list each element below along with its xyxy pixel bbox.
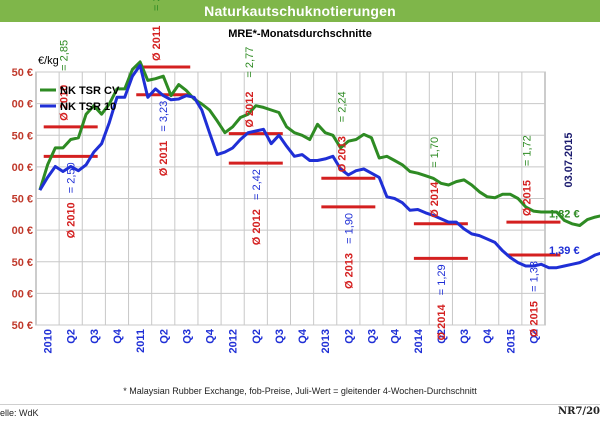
y-tick-label: 00 €	[12, 288, 33, 300]
x-tick-quarter: Q4	[297, 328, 309, 344]
publisher-mark: ΝR7/20	[558, 406, 600, 417]
x-tick-quarter: Q2	[158, 329, 170, 344]
y-axis-unit: €/kg	[38, 55, 59, 67]
y-tick-label: 50 €	[12, 194, 33, 206]
average-label: Ø 2014 = 1,70	[429, 137, 441, 218]
grid	[35, 71, 546, 326]
end-value-label: 1,82 €	[549, 209, 580, 221]
x-tick-quarter: Q2	[251, 329, 263, 344]
y-tick-label: 00 €	[12, 162, 33, 174]
average-year-label: Ø 2011	[158, 141, 170, 176]
average-label: Ø 2015 = 1,33	[528, 261, 540, 337]
average-label: Ø 2015 = 1,72	[521, 135, 533, 216]
average-label: Ø 2011 = 3,23	[158, 101, 170, 176]
y-tick-label: 50 €	[12, 130, 33, 142]
x-tick-quarter: Q2	[436, 329, 448, 344]
x-tick-quarter: Q2	[528, 329, 540, 344]
x-tick-quarter: Q4	[482, 328, 494, 344]
average-year-label: Ø 2014	[436, 304, 448, 341]
end-value-label: 1,39 €	[549, 245, 580, 257]
average-value-label: = 2,42	[251, 169, 263, 200]
x-tick-year: 2013	[320, 329, 332, 353]
x-tick-quarter: Q3	[274, 329, 286, 344]
legend-label: NK TSR 10	[60, 101, 116, 113]
average-year-label: Ø 2013	[343, 253, 355, 289]
average-label: Ø 2012 = 2,77	[244, 47, 256, 128]
y-tick-label: 00 €	[12, 99, 33, 111]
legend: NK TSR CV NK TSR 10	[40, 85, 120, 113]
average-label: Ø 2012 = 2,42	[251, 169, 263, 245]
x-tick-quarter: Q3	[366, 329, 378, 344]
footnote: * Malaysian Rubber Exchange, fob-Preise,…	[123, 386, 477, 396]
average-value-label: = 1,90	[343, 213, 355, 244]
average-label: Ø 2013 = 1,90	[343, 213, 355, 289]
average-value-label: = 2,85	[59, 40, 71, 71]
average-value-label: = 3,23	[158, 101, 170, 132]
x-tick-year: 2011	[135, 329, 147, 353]
series-line-nk-tsr-10	[38, 63, 600, 270]
average-year-label: Ø 2012	[244, 91, 256, 127]
series-line-nk-tsr-cv	[38, 60, 600, 227]
average-value-label: = 1,72	[521, 135, 533, 166]
average-label: Ø 2011 = 3,56	[151, 0, 163, 61]
average-label: Ø 2014 = 1,29	[436, 264, 448, 340]
average-label: Ø 2010 = 2,50	[66, 162, 78, 238]
x-tick-quarter: Q4	[390, 328, 402, 344]
y-tick-label: 50 €	[12, 257, 33, 269]
x-tick-quarter: Q4	[205, 328, 217, 344]
x-tick-year: 2010	[43, 329, 55, 353]
average-value-label: = 1,70	[429, 137, 441, 168]
average-year-label: Ø 2015	[521, 180, 533, 216]
x-tick-quarter: Q3	[181, 329, 193, 344]
banner-title: Naturkautschuknotierungen	[0, 0, 600, 22]
chart-subtitle: MRE*-Monatsdurchschnitte	[228, 28, 372, 40]
x-tick-quarter: Q4	[112, 328, 124, 344]
average-value-label: = 1,33	[528, 261, 540, 292]
x-tick-year: 2014	[413, 328, 425, 353]
average-year-label: Ø 2011	[151, 25, 163, 60]
average-label: Ø 2013 = 2,24	[336, 91, 348, 172]
source-note: elle: WdK	[0, 408, 39, 418]
chart-labels: Ø 2010= 2,85Ø 2010= 2,50Ø 2011= 3,56Ø 20…	[59, 0, 580, 340]
average-year-label: Ø 2013	[336, 136, 348, 172]
average-year-label: Ø 2012	[251, 209, 263, 245]
y-tick-label: 00 €	[12, 225, 33, 237]
x-tick-quarter: Q3	[459, 329, 471, 344]
x-tick-quarter: Q2	[66, 329, 78, 344]
average-year-label: Ø 2010	[66, 202, 78, 238]
axes: 50 € 00 € 50 € 00 € 50 € 00 € 50 € 00 € 50 € 2010…	[12, 55, 541, 353]
average-year-label: Ø 2014	[429, 181, 441, 218]
series-lines	[38, 60, 600, 270]
average-value-label: = 2,24	[336, 91, 348, 122]
x-tick-year: 2015	[505, 329, 517, 353]
average-value-label: = 2,77	[244, 47, 256, 78]
date-label: 03.07.2015	[563, 132, 575, 187]
average-value-label: = 2,50	[66, 162, 78, 193]
average-value-label: = 1,29	[436, 264, 448, 295]
average-year-label: Ø 2015	[528, 301, 540, 337]
x-tick-quarter: Q3	[89, 329, 101, 344]
legend-label: NK TSR CV	[60, 85, 120, 97]
average-value-label: = 3,56	[151, 0, 163, 11]
y-tick-label: 50 €	[12, 67, 33, 79]
bottom-divider	[0, 404, 600, 405]
y-tick-label: 50 €	[12, 320, 33, 332]
average-year-label: Ø 2010	[59, 85, 71, 121]
x-tick-year: 2012	[228, 329, 240, 353]
x-tick-quarter: Q2	[343, 329, 355, 344]
average-label: Ø 2010 = 2,85	[59, 40, 71, 121]
